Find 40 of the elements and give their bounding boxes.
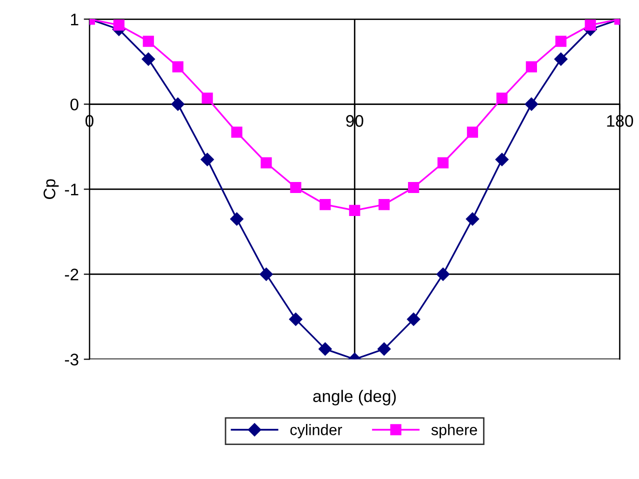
point	[318, 342, 332, 356]
point	[349, 204, 360, 216]
point	[406, 312, 420, 326]
y-tick-label: 1	[71, 14, 78, 26]
point	[231, 126, 242, 138]
point	[437, 157, 449, 168]
point	[290, 182, 302, 194]
point	[466, 212, 480, 226]
point	[172, 61, 184, 72]
point	[142, 36, 154, 47]
point	[142, 52, 155, 66]
point	[200, 152, 214, 166]
point	[496, 92, 508, 104]
point	[584, 20, 596, 31]
point	[171, 98, 184, 111]
y-tick-label: -2	[64, 268, 78, 280]
point	[113, 20, 124, 31]
legend-label: sphere	[431, 424, 477, 438]
point	[320, 198, 331, 210]
point	[526, 61, 537, 72]
point	[436, 268, 450, 281]
point	[408, 182, 420, 194]
point	[378, 198, 390, 210]
point	[524, 98, 538, 111]
y-tick-label: 0	[70, 98, 78, 110]
legend-label: cylinder	[290, 424, 342, 438]
point	[378, 342, 391, 356]
point	[466, 126, 478, 138]
y-tick-label: -1	[64, 184, 78, 196]
point	[230, 212, 244, 226]
point	[554, 52, 568, 66]
point	[289, 312, 302, 326]
point	[555, 36, 566, 47]
point	[260, 268, 273, 281]
point	[260, 157, 272, 168]
y-tick-label: -3	[64, 354, 78, 366]
point	[495, 152, 509, 166]
y-axis-title: Cp	[44, 179, 59, 200]
point	[202, 92, 213, 104]
x-axis-title: angle (deg)	[313, 390, 396, 406]
